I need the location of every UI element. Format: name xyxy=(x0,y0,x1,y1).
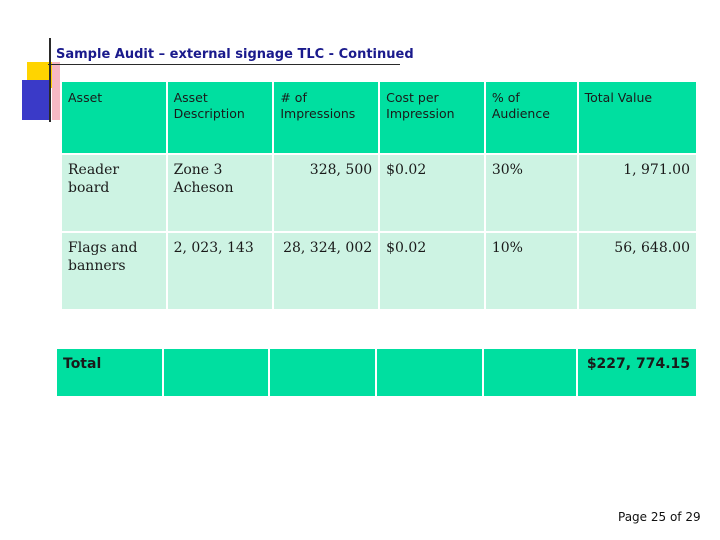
cell-total: 1, 971.00 xyxy=(576,153,699,233)
cell-audience: 30% xyxy=(483,153,579,233)
slide-title: Sample Audit – external signage TLC - Co… xyxy=(56,47,414,62)
header-cost-per-impression: Cost per Impression xyxy=(378,80,486,155)
cell-asset: Flags and banners xyxy=(60,231,168,311)
cell-cost: $0.02 xyxy=(378,153,486,233)
decor-vertical-line xyxy=(49,38,51,122)
table-row: Flags and banners 2, 023, 143 28, 324, 0… xyxy=(60,231,699,311)
header-total-value: Total Value xyxy=(576,80,699,155)
total-value: $227, 774.15 xyxy=(576,347,698,398)
header-audience: % of Audience xyxy=(483,80,579,155)
header-impressions: # of Impressions xyxy=(272,80,381,155)
total-empty-cell xyxy=(268,347,377,398)
page-number: Page 25 of 29 xyxy=(618,510,701,524)
header-asset: Asset xyxy=(60,80,168,155)
decor-pink-bar xyxy=(52,62,60,120)
cell-cost: $0.02 xyxy=(378,231,486,311)
total-empty-cell xyxy=(481,347,579,398)
cell-impressions: 328, 500 xyxy=(272,153,381,233)
decor-horizontal-line xyxy=(48,64,400,65)
total-table: Total $227, 774.15 xyxy=(55,347,698,398)
cell-description: 2, 023, 143 xyxy=(165,231,275,311)
cell-description: Zone 3 Acheson xyxy=(165,153,275,233)
total-label: Total xyxy=(55,347,164,398)
table-header-row: Asset Asset Description # of Impressions… xyxy=(60,80,699,155)
cell-audience: 10% xyxy=(483,231,579,311)
cell-total: 56, 648.00 xyxy=(576,231,699,311)
total-row: Total $227, 774.15 xyxy=(55,347,698,398)
total-empty-cell xyxy=(161,347,271,398)
cell-impressions: 28, 324, 002 xyxy=(272,231,381,311)
header-asset-description: Asset Description xyxy=(165,80,275,155)
audit-table: Asset Asset Description # of Impressions… xyxy=(60,80,699,311)
decor-blue-square xyxy=(22,80,50,120)
table-row: Reader board Zone 3 Acheson 328, 500 $0.… xyxy=(60,153,699,233)
total-empty-cell xyxy=(374,347,484,398)
cell-asset: Reader board xyxy=(60,153,168,233)
